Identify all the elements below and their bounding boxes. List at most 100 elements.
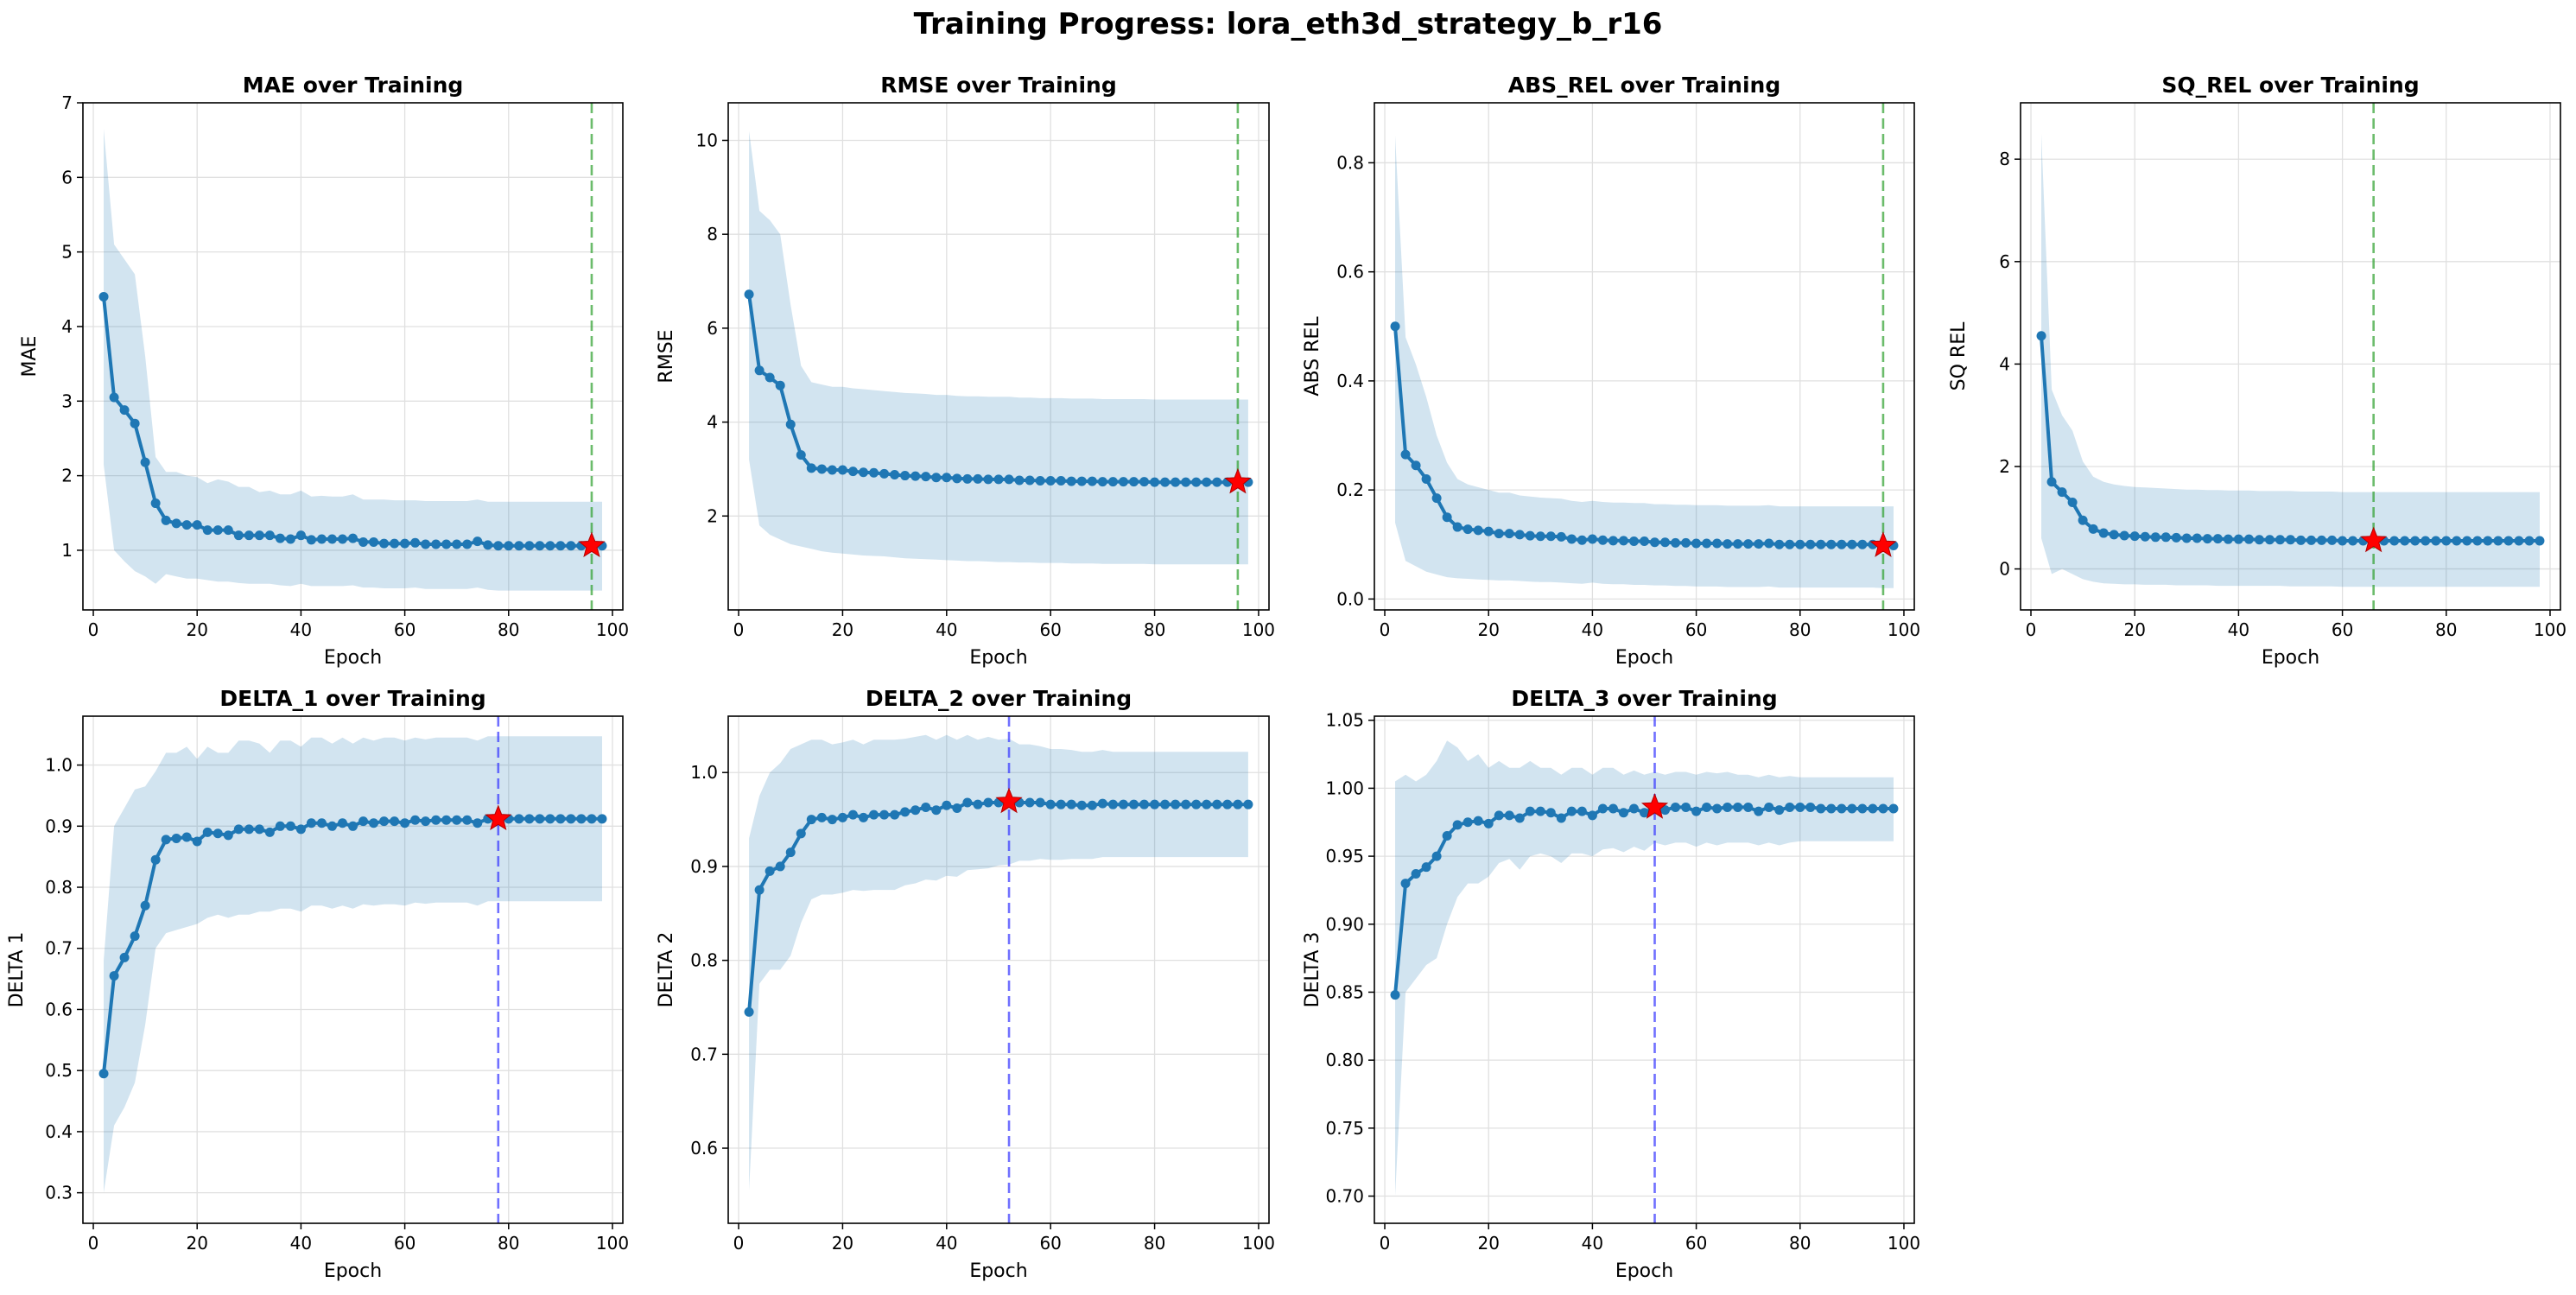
data-point: [348, 821, 358, 831]
data-point: [942, 473, 952, 483]
std-band: [2041, 133, 2540, 587]
data-point: [2119, 530, 2129, 541]
data-point: [223, 830, 233, 841]
data-point: [2109, 530, 2119, 540]
plot-area: [98, 716, 607, 1223]
data-point: [1452, 820, 1462, 830]
data-point: [452, 815, 462, 825]
data-point: [1045, 799, 1056, 809]
data-point: [1066, 799, 1076, 809]
data-point: [1785, 802, 1795, 812]
y-tick-label: 0.6: [690, 1138, 718, 1159]
data-point: [1035, 476, 1045, 486]
data-point: [2338, 536, 2348, 546]
data-point: [161, 515, 171, 525]
chart-panel-1: 0 20 40 60 80 100 1 2 3 4 5 6 7 MAE over Training Epoc…: [19, 73, 629, 669]
y-tick-label: 1.0: [690, 762, 718, 783]
panel-title: SQ_REL over Training: [2161, 73, 2419, 98]
data-point: [775, 380, 785, 390]
data-point: [1723, 802, 1733, 812]
x-axis-label: Epoch: [1615, 1260, 1673, 1282]
data-point: [847, 809, 858, 820]
axes-frame: [82, 715, 624, 1224]
data-point: [1691, 806, 1702, 816]
x-tick-label: 40: [936, 619, 957, 640]
y-tick-label: 0.75: [1325, 1118, 1364, 1139]
x-tick-label: 100: [1242, 619, 1275, 640]
data-point: [1087, 800, 1097, 810]
data-point: [1795, 802, 1805, 812]
y-tick-label: 0.8: [1336, 152, 1364, 173]
data-point: [2275, 535, 2285, 545]
y-tick-label: 2: [61, 466, 73, 486]
y-tick-label: 0.85: [1325, 981, 1364, 1002]
y-tick-label: 6: [1999, 251, 2010, 272]
data-point: [765, 372, 775, 383]
data-point: [744, 289, 754, 300]
chart-panel-4: 0 20 40 60 80 100 0 2 4 6 8 SQ_REL over Training Epo…: [1948, 73, 2566, 669]
data-point: [890, 469, 900, 479]
data-point: [1431, 851, 1442, 861]
data-point: [962, 473, 973, 484]
data-point: [1535, 531, 1545, 542]
data-point: [2431, 536, 2441, 546]
data-point: [285, 534, 295, 544]
best-marker-star: [2360, 526, 2388, 553]
data-point: [1181, 799, 1191, 809]
data-point: [1754, 806, 1764, 816]
data-point: [931, 805, 942, 816]
data-point: [1805, 539, 1816, 549]
data-point: [1628, 536, 1639, 546]
data-point: [441, 815, 452, 825]
data-point: [1618, 536, 1628, 546]
data-point: [369, 818, 379, 828]
data-point: [1816, 803, 1826, 814]
data-point: [744, 1006, 754, 1017]
data-point: [942, 800, 952, 810]
x-tick-label: 0: [733, 619, 745, 640]
data-point: [358, 816, 369, 827]
data-point: [2192, 533, 2202, 543]
data-point: [1181, 477, 1191, 487]
data-point: [109, 971, 119, 981]
y-axis-label: RMSE: [656, 329, 677, 383]
data-point: [1743, 539, 1754, 549]
y-tick-label: 0.7: [690, 1044, 718, 1064]
data-point: [130, 418, 140, 428]
data-point: [1504, 810, 1514, 821]
data-point: [2243, 534, 2254, 544]
data-point: [566, 814, 576, 824]
data-point: [816, 812, 827, 822]
data-point: [254, 824, 264, 835]
y-tick-label: 5: [61, 242, 73, 263]
data-point: [369, 536, 379, 547]
data-point: [931, 473, 942, 483]
data-point: [1494, 810, 1504, 821]
data-point: [1525, 806, 1535, 816]
x-tick-label: 0: [733, 1233, 745, 1254]
data-point: [869, 467, 879, 478]
y-tick-label: 0.80: [1325, 1050, 1364, 1070]
data-point: [421, 816, 431, 827]
x-axis-label: Epoch: [969, 1260, 1027, 1282]
data-point: [316, 818, 327, 828]
y-tick-label: 4: [707, 412, 718, 433]
data-point: [910, 471, 921, 481]
best-marker-star: [485, 804, 512, 831]
y-axis-label: ABS REL: [1302, 316, 1323, 397]
panel-title: RMSE over Training: [880, 73, 1117, 98]
plot-area: [2036, 103, 2545, 610]
data-point: [1556, 531, 1566, 542]
data-point: [1702, 538, 1712, 549]
data-point: [181, 520, 192, 530]
panel-title: DELTA_3 over Training: [1511, 686, 1777, 711]
data-point: [1025, 475, 1035, 486]
x-tick-label: 40: [290, 1233, 312, 1254]
data-point: [1494, 529, 1504, 539]
data-point: [295, 530, 306, 541]
data-point: [171, 833, 181, 843]
data-point: [910, 805, 921, 816]
data-point: [859, 467, 868, 478]
data-point: [337, 818, 347, 828]
data-point: [1442, 512, 1452, 523]
